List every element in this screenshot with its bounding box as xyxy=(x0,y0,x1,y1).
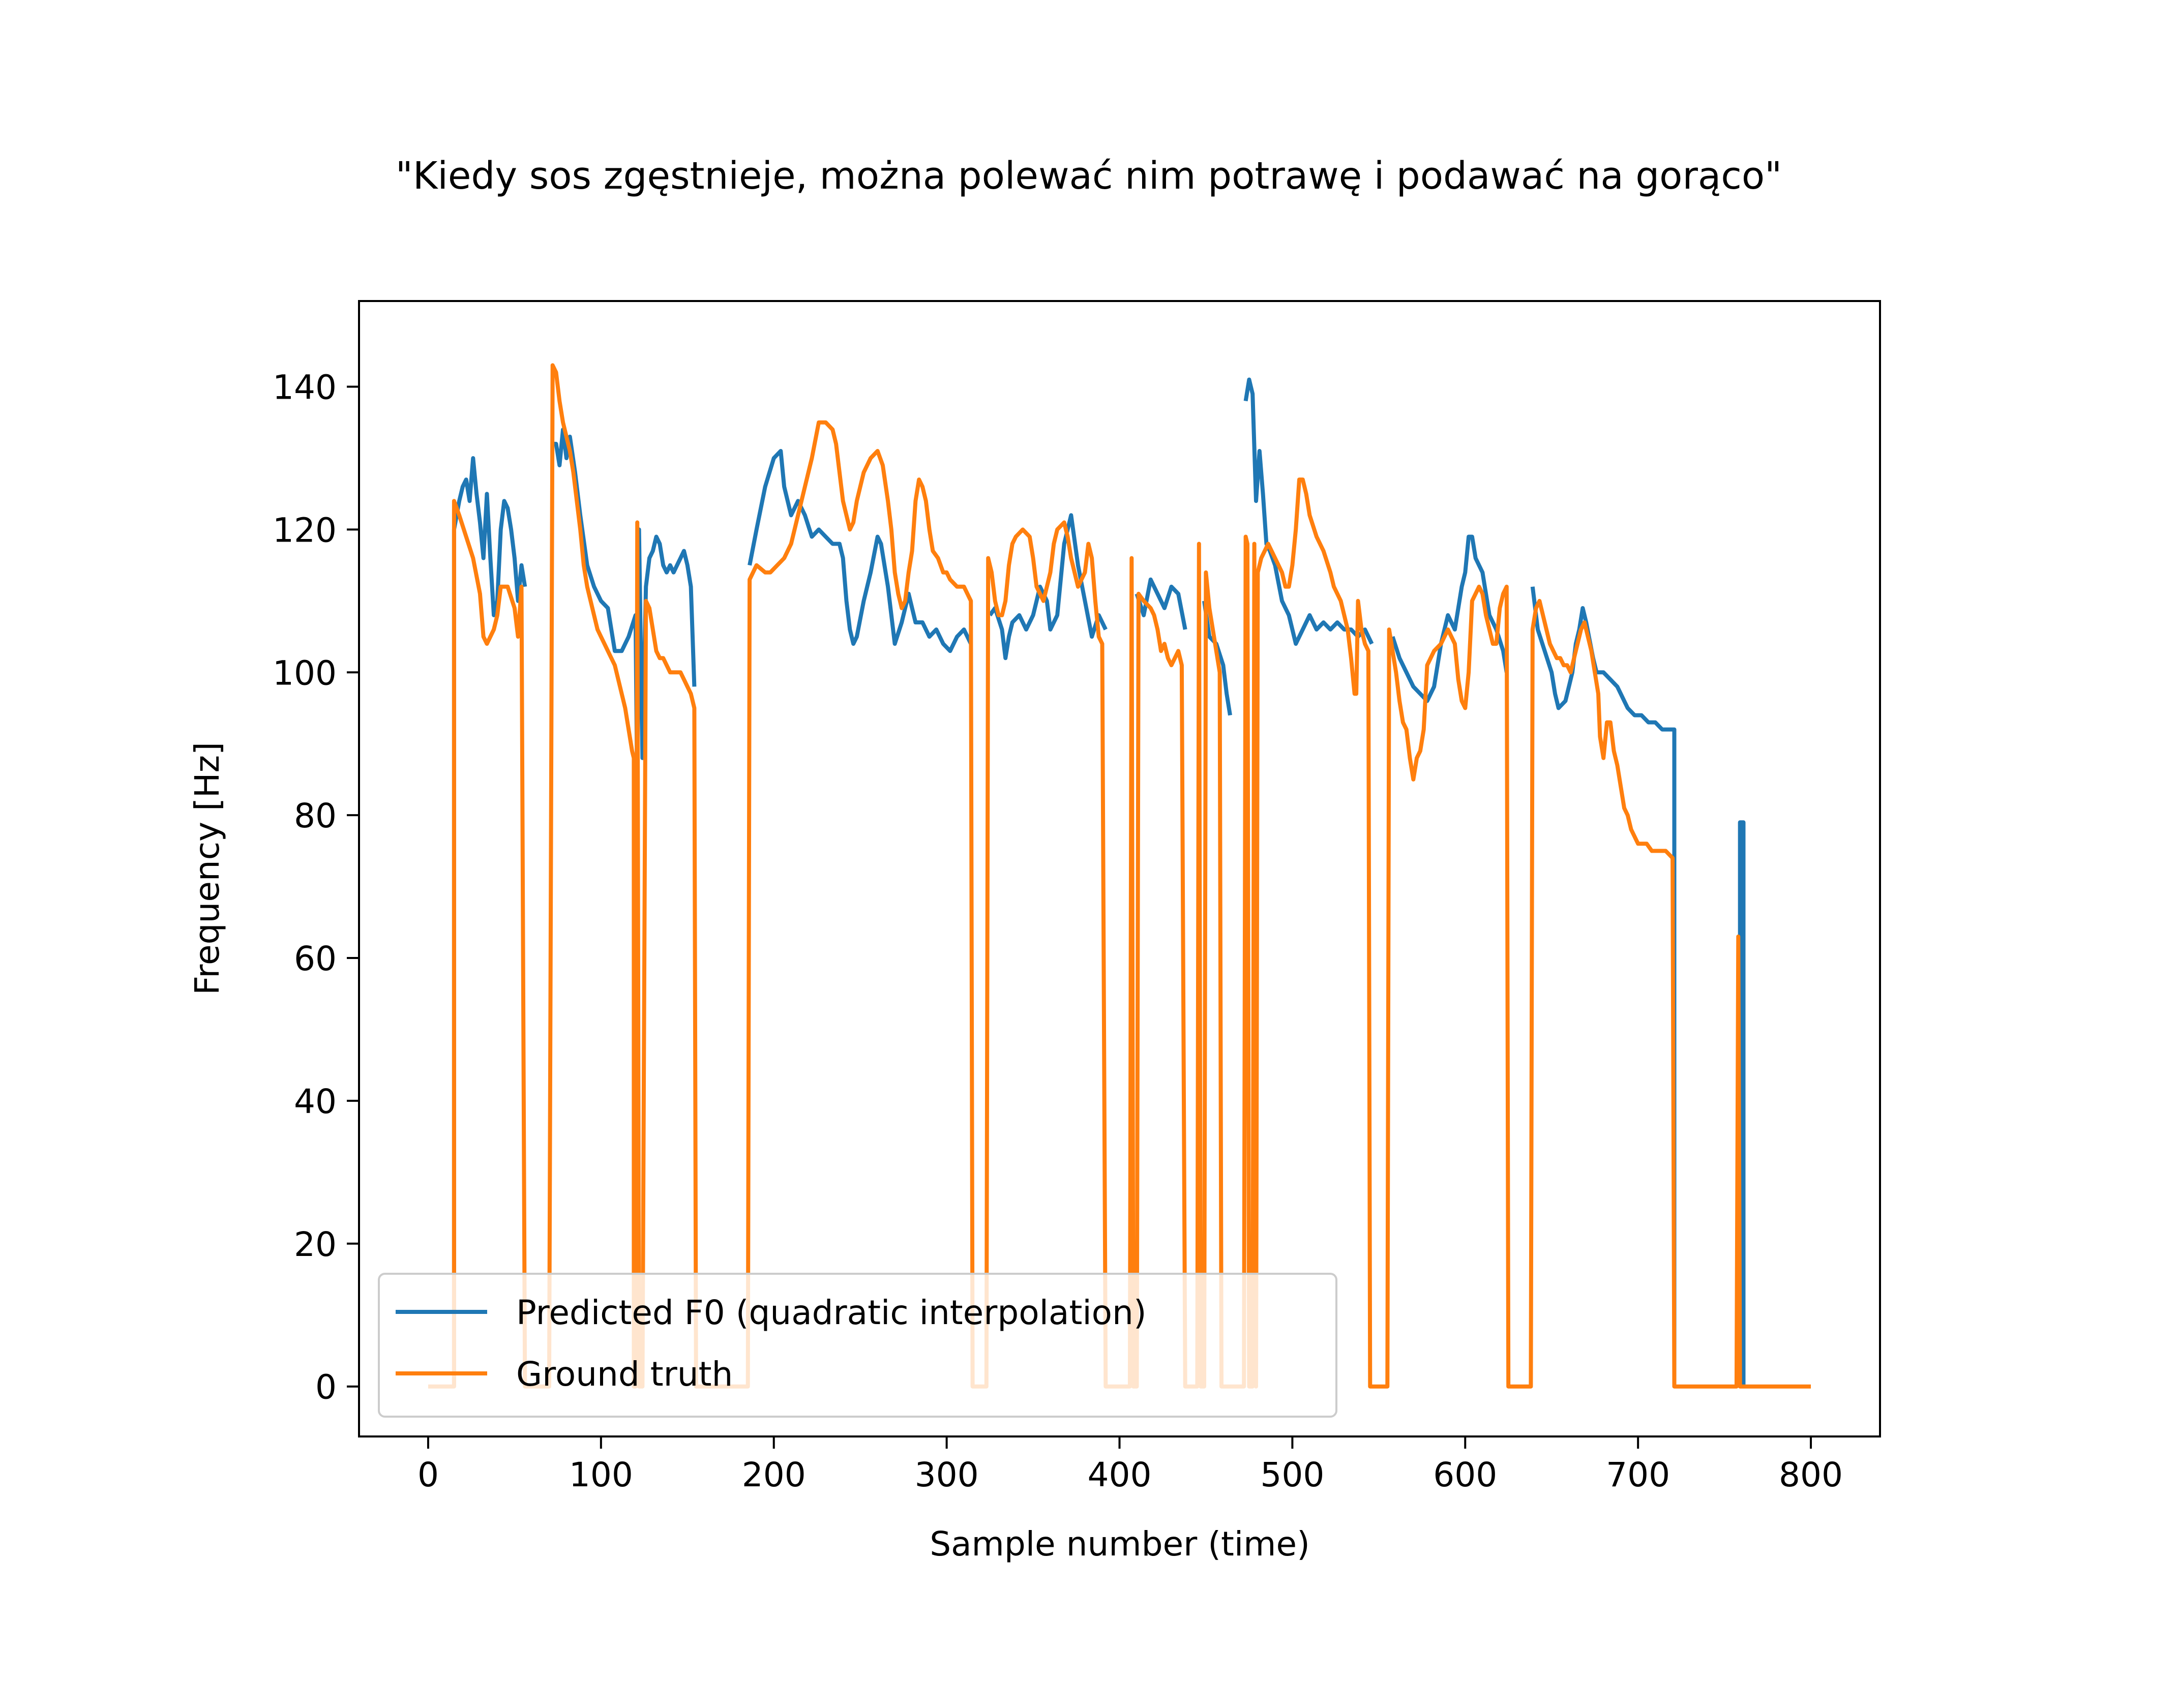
legend-label-ground-truth: Ground truth xyxy=(516,1355,733,1394)
y-tick-label: 120 xyxy=(273,511,337,550)
x-tick-label: 0 xyxy=(417,1455,439,1494)
predicted-f0-quadratic-interpolation-line-segment-5 xyxy=(1202,601,1232,716)
y-tick-label: 40 xyxy=(294,1082,337,1121)
predicted-f0-quadratic-interpolation-line-segment-8 xyxy=(1530,586,1677,1387)
x-tick-label: 500 xyxy=(1260,1455,1324,1494)
x-tick-label: 300 xyxy=(915,1455,979,1494)
y-tick-label: 100 xyxy=(273,653,337,693)
y-tick-label: 0 xyxy=(315,1368,337,1407)
legend-box xyxy=(378,1273,1337,1418)
y-axis-ticks: 0 20 40 60 80 100 120 140 xyxy=(273,368,359,1407)
x-tick-label: 600 xyxy=(1433,1455,1497,1494)
x-tick-label: 700 xyxy=(1606,1455,1670,1494)
y-tick-label: 140 xyxy=(273,368,337,407)
x-axis-label: Sample number (time) xyxy=(930,1524,1310,1564)
predicted-f0-quadratic-interpolation-line-segment-4 xyxy=(1135,577,1187,630)
legend-label-predicted: Predicted F0 (quadratic interpolation) xyxy=(516,1293,1147,1332)
x-axis-ticks: 0 100 200 300 400 500 600 700 800 xyxy=(417,1436,1843,1494)
x-tick-label: 100 xyxy=(569,1455,633,1494)
y-tick-label: 20 xyxy=(294,1225,337,1264)
legend: Predicted F0 (quadratic interpolation) G… xyxy=(378,1273,1337,1418)
predicted-f0-quadratic-interpolation-line-segment-0 xyxy=(452,456,527,1387)
y-axis-label: Frequency [Hz] xyxy=(188,742,227,995)
x-tick-label: 400 xyxy=(1088,1455,1152,1494)
predicted-f0-quadratic-interpolation-line-segment-2 xyxy=(748,448,973,653)
x-tick-label: 800 xyxy=(1779,1455,1843,1494)
y-tick-label: 80 xyxy=(294,796,337,835)
chart-title: "Kiedy sos zgęstnieje, można polewać nim… xyxy=(396,154,1782,198)
y-tick-label: 60 xyxy=(294,939,337,978)
predicted-f0-quadratic-interpolation-line-segment-7 xyxy=(1390,534,1509,703)
x-tick-label: 200 xyxy=(742,1455,806,1494)
